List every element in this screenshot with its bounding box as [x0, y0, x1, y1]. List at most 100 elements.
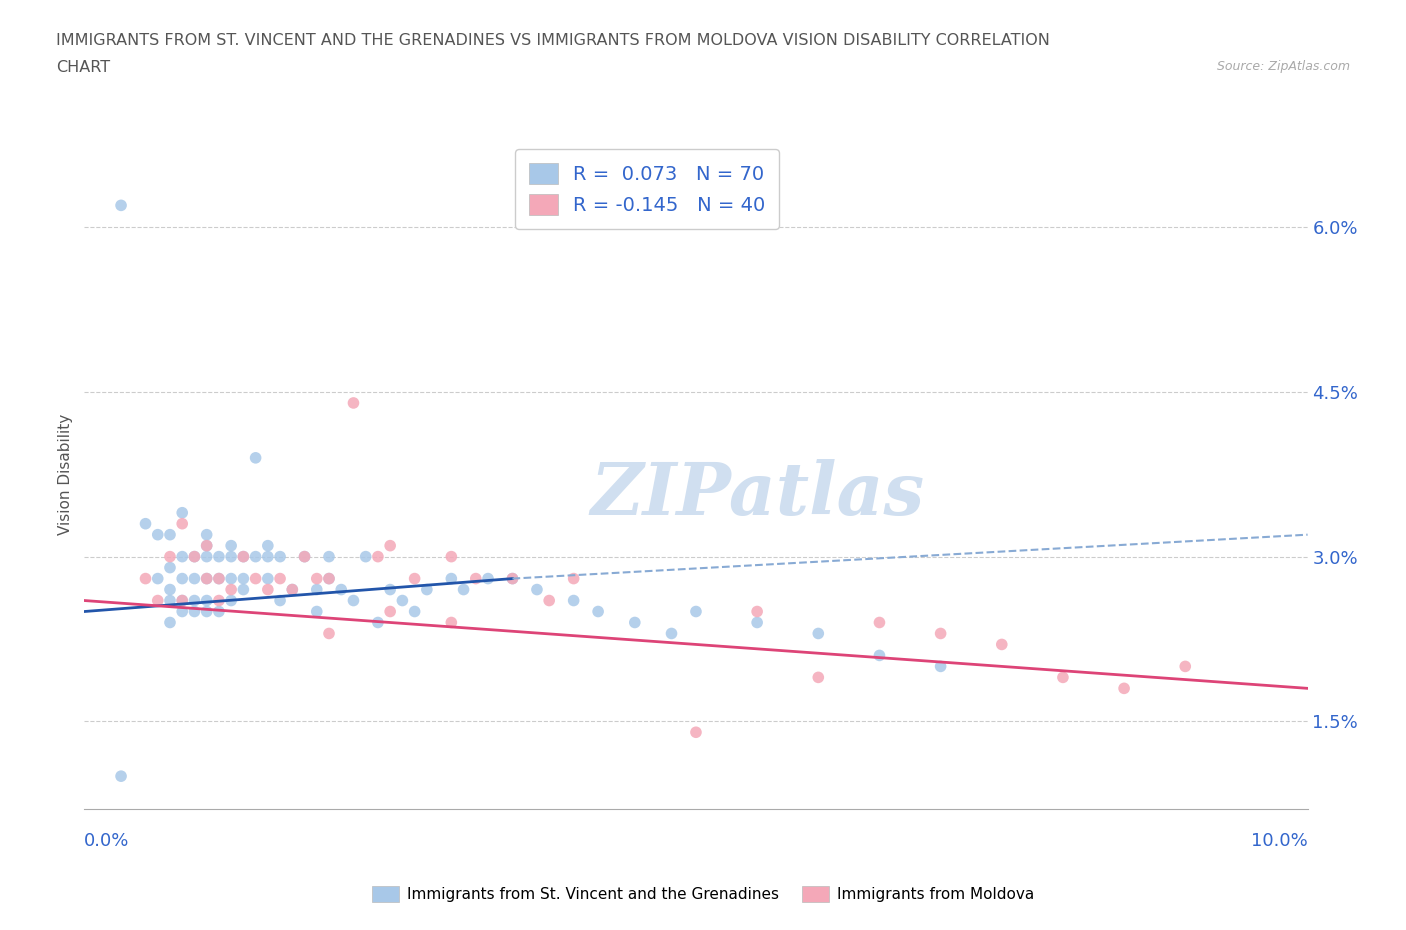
Point [440, 615, 463, 630]
Point [183, 550, 205, 565]
Point [404, 604, 426, 619]
Point [281, 582, 304, 597]
Point [208, 550, 231, 565]
Point [219, 538, 242, 553]
Point [208, 571, 231, 586]
Point [195, 550, 218, 565]
Point [257, 538, 280, 553]
Point [159, 560, 181, 575]
Point [195, 593, 218, 608]
Point [245, 550, 267, 565]
Point [305, 571, 328, 586]
Point [991, 637, 1014, 652]
Point [330, 582, 353, 597]
Point [929, 626, 952, 641]
Point [453, 582, 475, 597]
Point [172, 604, 194, 619]
Point [342, 593, 364, 608]
Point [367, 615, 389, 630]
Point [172, 593, 194, 608]
Point [318, 571, 340, 586]
Point [807, 670, 830, 684]
Point [502, 571, 524, 586]
Point [869, 648, 891, 663]
Point [318, 550, 340, 565]
Point [342, 395, 364, 410]
Point [208, 571, 231, 586]
Point [367, 550, 389, 565]
Point [562, 571, 585, 586]
Point [172, 571, 194, 586]
Point [183, 604, 205, 619]
Point [747, 604, 769, 619]
Point [110, 769, 132, 784]
Point [869, 615, 891, 630]
Text: CHART: CHART [56, 60, 110, 75]
Point [159, 615, 181, 630]
Point [1114, 681, 1136, 696]
Point [281, 582, 304, 597]
Text: Source: ZipAtlas.com: Source: ZipAtlas.com [1216, 60, 1350, 73]
Text: 10.0%: 10.0% [1251, 832, 1308, 850]
Point [159, 593, 181, 608]
Point [159, 582, 181, 597]
Point [685, 724, 707, 739]
Point [135, 516, 157, 531]
Point [464, 571, 486, 586]
Point [1052, 670, 1074, 684]
Point [245, 450, 267, 465]
Point [257, 550, 280, 565]
Point [208, 593, 231, 608]
Point [219, 550, 242, 565]
Point [219, 571, 242, 586]
Point [245, 571, 267, 586]
Point [208, 604, 231, 619]
Point [354, 550, 377, 565]
Point [195, 538, 218, 553]
Text: IMMIGRANTS FROM ST. VINCENT AND THE GRENADINES VS IMMIGRANTS FROM MOLDOVA VISION: IMMIGRANTS FROM ST. VINCENT AND THE GREN… [56, 33, 1050, 47]
Point [159, 527, 181, 542]
Point [318, 571, 340, 586]
Point [232, 550, 254, 565]
Point [538, 593, 561, 608]
Point [172, 593, 194, 608]
Point [183, 571, 205, 586]
Text: 0.0%: 0.0% [84, 832, 129, 850]
Point [440, 571, 463, 586]
Point [1174, 659, 1197, 674]
Point [624, 615, 647, 630]
Point [219, 582, 242, 597]
Legend: Immigrants from St. Vincent and the Grenadines, Immigrants from Moldova: Immigrants from St. Vincent and the Gren… [366, 880, 1040, 909]
Point [195, 538, 218, 553]
Point [257, 571, 280, 586]
Point [318, 626, 340, 641]
Point [172, 550, 194, 565]
Point [269, 550, 291, 565]
Point [135, 571, 157, 586]
Point [146, 527, 169, 542]
Point [159, 550, 181, 565]
Point [146, 571, 169, 586]
Point [183, 593, 205, 608]
Point [195, 604, 218, 619]
Point [172, 505, 194, 520]
Y-axis label: Vision Disability: Vision Disability [58, 414, 73, 535]
Point [562, 593, 585, 608]
Point [269, 593, 291, 608]
Point [294, 550, 316, 565]
Point [146, 593, 169, 608]
Point [380, 538, 402, 553]
Point [747, 615, 769, 630]
Point [305, 604, 328, 619]
Point [391, 593, 413, 608]
Point [526, 582, 548, 597]
Point [195, 571, 218, 586]
Point [661, 626, 683, 641]
Point [477, 571, 499, 586]
Point [219, 593, 242, 608]
Text: ZIPatlas: ZIPatlas [591, 458, 924, 530]
Point [232, 550, 254, 565]
Point [380, 604, 402, 619]
Point [110, 198, 132, 213]
Legend: R =  0.073   N = 70, R = -0.145   N = 40: R = 0.073 N = 70, R = -0.145 N = 40 [515, 149, 779, 229]
